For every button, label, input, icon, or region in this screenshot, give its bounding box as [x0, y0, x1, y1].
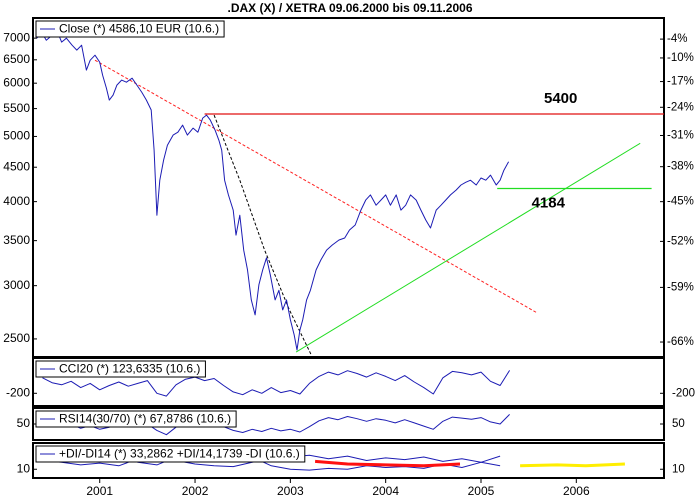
y-tick-label: 5000 [3, 129, 30, 143]
series-line [42, 370, 511, 397]
legend-box [35, 20, 225, 38]
y-tick-label: 4000 [3, 194, 30, 208]
y2-tick-label: -4% [667, 33, 687, 45]
y2-tick-label: 10 [672, 463, 685, 475]
panel-frame [32, 17, 665, 358]
y-tick-label: 3000 [3, 278, 30, 292]
y2-tick-label: -200 [672, 387, 695, 399]
y2-tick-label: -45% [667, 196, 694, 208]
legend: RSI14(30/70) (*) 67,8786 (10.6.) [35, 410, 237, 428]
legend-box [35, 410, 237, 428]
y2-tick-label: -66% [667, 336, 694, 348]
y2-tick-label: -10% [667, 52, 694, 64]
y2-tick-label: -31% [667, 130, 694, 142]
legend-label: CCI20 (*) 123,6335 (10.6.) [59, 362, 200, 376]
y-tick-label: 10 [17, 461, 31, 475]
y2-tick-label: -17% [667, 76, 694, 88]
x-tick-label: 2004 [372, 484, 399, 498]
level-label: 5400 [544, 90, 577, 107]
series-line [520, 462, 625, 468]
x-tick-label: 2006 [563, 484, 590, 498]
y-tick-label: 5500 [3, 101, 30, 115]
y2-tick-label: -52% [667, 235, 694, 247]
legend-label: +DI/-DI14 (*) 33,2862 +DI/14,1739 -DI (1… [59, 447, 300, 461]
x-tick-label: 2005 [468, 484, 495, 498]
y-tick-label: 3500 [3, 233, 30, 247]
x-tick-label: 2003 [277, 484, 304, 498]
series-line [36, 29, 510, 351]
y-tick-label: 4500 [3, 159, 30, 173]
y-tick-label: 7000 [3, 30, 30, 44]
y-tick-label: -200 [6, 385, 30, 399]
legend-box [35, 360, 206, 378]
trend-line [295, 142, 641, 353]
legend-label: RSI14(30/70) (*) 67,8786 (10.6.) [59, 412, 231, 426]
x-tick-label: 2001 [86, 484, 113, 498]
trend-line [213, 114, 312, 356]
legend: +DI/-DI14 (*) 33,2862 +DI/14,1739 -DI (1… [35, 445, 306, 463]
y-tick-label: 50 [17, 416, 31, 430]
level-label: 4184 [532, 194, 566, 211]
legend-box [35, 445, 306, 463]
legend: Close (*) 4586,10 EUR (10.6.) [35, 20, 225, 38]
y2-tick-label: -59% [667, 281, 694, 293]
series-line [314, 459, 461, 468]
y2-tick-label: -24% [667, 101, 694, 113]
y-tick-label: 6000 [3, 75, 30, 89]
y2-tick-label: 50 [672, 418, 685, 430]
y-tick-label: 6500 [3, 52, 30, 66]
chart-title: .DAX (X) / XETRA 09.06.2000 bis 09.11.20… [227, 1, 472, 15]
y-tick-label: 2500 [3, 331, 30, 345]
y2-tick-label: -38% [667, 161, 694, 173]
legend: CCI20 (*) 123,6335 (10.6.) [35, 360, 206, 378]
legend-label: Close (*) 4586,10 EUR (10.6.) [59, 22, 219, 36]
x-tick-label: 2002 [182, 484, 209, 498]
